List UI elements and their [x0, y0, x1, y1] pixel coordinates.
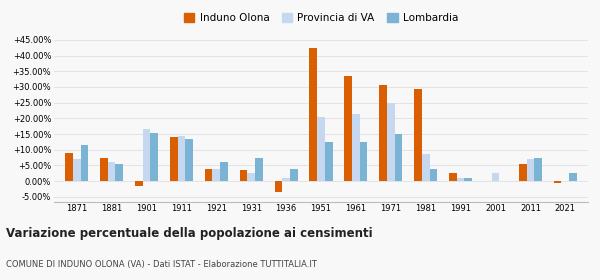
Bar	[290, 169, 298, 181]
Bar	[282, 178, 290, 181]
Legend: Induno Olona, Provincia di VA, Lombardia: Induno Olona, Provincia di VA, Lombardia	[182, 11, 460, 25]
Bar	[108, 162, 115, 181]
Bar	[135, 181, 143, 186]
Bar	[422, 155, 430, 181]
Bar	[569, 173, 577, 181]
Text: COMUNE DI INDUNO OLONA (VA) - Dati ISTAT - Elaborazione TUTTITALIA.IT: COMUNE DI INDUNO OLONA (VA) - Dati ISTAT…	[6, 260, 317, 269]
Bar	[344, 76, 352, 181]
Bar	[73, 159, 80, 181]
Bar	[255, 158, 263, 181]
Bar	[185, 139, 193, 181]
Bar	[464, 178, 472, 181]
Bar	[275, 181, 282, 192]
Bar	[491, 173, 499, 181]
Bar	[178, 136, 185, 181]
Bar	[205, 169, 212, 181]
Bar	[395, 134, 403, 181]
Bar	[239, 170, 247, 181]
Bar	[317, 117, 325, 181]
Bar	[519, 164, 527, 181]
Bar	[220, 162, 228, 181]
Bar	[379, 85, 387, 181]
Bar	[115, 164, 123, 181]
Bar	[414, 88, 422, 181]
Bar	[430, 169, 437, 181]
Bar	[310, 48, 317, 181]
Bar	[527, 159, 534, 181]
Text: Variazione percentuale della popolazione ai censimenti: Variazione percentuale della popolazione…	[6, 227, 373, 240]
Bar	[457, 178, 464, 181]
Bar	[80, 145, 88, 181]
Bar	[100, 158, 108, 181]
Bar	[247, 173, 255, 181]
Bar	[143, 129, 151, 181]
Bar	[449, 173, 457, 181]
Bar	[65, 153, 73, 181]
Bar	[212, 169, 220, 181]
Bar	[360, 142, 367, 181]
Bar	[534, 158, 542, 181]
Bar	[325, 142, 332, 181]
Bar	[170, 137, 178, 181]
Bar	[554, 181, 562, 183]
Bar	[352, 114, 360, 181]
Bar	[387, 103, 395, 181]
Bar	[151, 132, 158, 181]
